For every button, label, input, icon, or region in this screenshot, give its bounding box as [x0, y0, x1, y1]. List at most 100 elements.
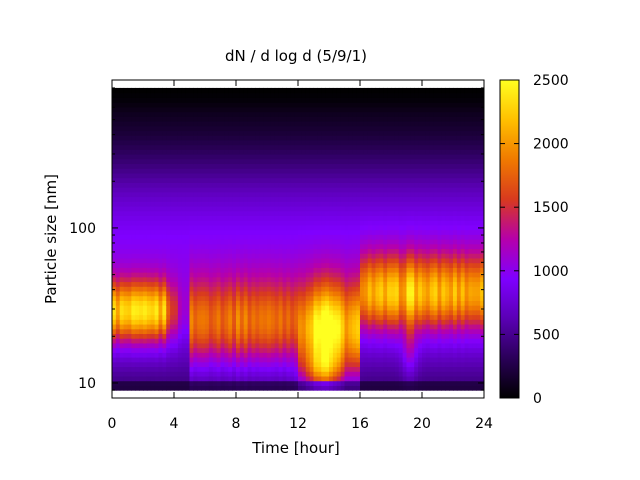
heatmap-cell — [174, 120, 179, 127]
heatmap-cell — [112, 309, 117, 316]
heatmap-cell — [224, 319, 229, 325]
heatmap-cell — [391, 314, 396, 320]
heatmap-cell — [325, 385, 330, 391]
heatmap-cell — [239, 357, 245, 363]
heatmap-cell — [402, 323, 408, 330]
heatmap-cell — [208, 380, 214, 386]
heatmap-cell — [143, 172, 148, 179]
heatmap-cell — [360, 139, 365, 146]
heatmap-cell — [406, 196, 411, 202]
heatmap-cell — [236, 201, 241, 207]
heatmap-cell — [220, 361, 225, 368]
heatmap-cell — [305, 357, 311, 363]
heatmap-cell — [243, 286, 249, 292]
heatmap-cell — [336, 205, 342, 212]
heatmap-cell — [255, 347, 260, 353]
heatmap-cell — [321, 125, 326, 132]
heatmap-cell — [363, 248, 369, 254]
heatmap-cell — [146, 352, 152, 358]
heatmap-cell — [301, 305, 307, 311]
heatmap-cell — [135, 130, 140, 136]
heatmap-cell — [228, 191, 233, 198]
heatmap-cell — [352, 135, 357, 141]
heatmap-cell — [239, 366, 245, 372]
heatmap-cell — [282, 300, 287, 306]
heatmap-cell — [344, 300, 349, 306]
heatmap-cell — [216, 97, 222, 103]
heatmap-cell — [414, 375, 419, 382]
heatmap-cell — [115, 380, 121, 386]
heatmap-cell — [274, 352, 280, 358]
heatmap-cell — [329, 149, 334, 155]
heatmap-cell — [391, 295, 396, 301]
heatmap-cell — [255, 309, 260, 316]
heatmap-cell — [325, 375, 330, 382]
heatmap-cell — [162, 220, 167, 226]
heatmap-cell — [379, 87, 384, 94]
heatmap-cell — [336, 149, 342, 155]
heatmap-cell — [298, 106, 303, 113]
heatmap-cell — [115, 215, 121, 221]
heatmap-cell — [255, 196, 260, 202]
heatmap-cell — [263, 139, 268, 146]
heatmap-cell — [336, 144, 342, 150]
heatmap-cell — [177, 347, 183, 353]
heatmap-cells — [112, 87, 484, 391]
heatmap-cell — [166, 220, 171, 226]
heatmap-cell — [402, 87, 408, 94]
heatmap-cell — [270, 286, 276, 292]
heatmap-cell — [197, 300, 202, 306]
heatmap-cell — [329, 361, 334, 368]
heatmap-cell — [247, 135, 253, 141]
heatmap-cell — [290, 196, 295, 202]
heatmap-cell — [193, 87, 198, 94]
heatmap-cell — [309, 154, 315, 160]
heatmap-cell — [115, 352, 121, 358]
heatmap-cell — [135, 314, 140, 320]
heatmap-cell — [205, 347, 210, 353]
heatmap-cell — [394, 286, 400, 292]
heatmap-cell — [371, 295, 377, 301]
heatmap-cell — [143, 342, 148, 349]
heatmap-cell — [119, 257, 125, 264]
heatmap-cell — [270, 106, 276, 113]
heatmap-cell — [154, 87, 160, 94]
heatmap-cell — [267, 380, 272, 386]
heatmap-cell — [154, 319, 160, 325]
heatmap-cell — [131, 106, 136, 113]
heatmap-cell — [251, 342, 256, 349]
heatmap-cell — [228, 314, 233, 320]
heatmap-cell — [383, 323, 388, 330]
heatmap-cell — [387, 177, 392, 183]
heatmap-cell — [391, 187, 396, 193]
heatmap-cell — [224, 309, 229, 316]
heatmap-cell — [290, 380, 295, 386]
heatmap-cell — [177, 262, 183, 268]
heatmap-cell — [177, 276, 183, 283]
heatmap-cell — [131, 92, 136, 98]
heatmap-cell — [131, 375, 136, 382]
heatmap-cell — [394, 201, 400, 207]
heatmap-cell — [309, 286, 315, 292]
heatmap-cell — [398, 290, 404, 297]
heatmap-cell — [348, 243, 353, 250]
heatmap-cell — [402, 125, 408, 132]
heatmap-cell — [243, 196, 249, 202]
heatmap-cell — [139, 120, 144, 127]
heatmap-cell — [282, 375, 287, 382]
heatmap-cell — [301, 125, 307, 132]
heatmap-cell — [119, 111, 125, 117]
heatmap-cell — [301, 215, 307, 221]
heatmap-cell — [332, 286, 338, 292]
heatmap-cell — [298, 234, 303, 240]
heatmap-cell — [170, 111, 175, 117]
heatmap-cell — [139, 163, 144, 169]
heatmap-cell — [251, 239, 256, 245]
heatmap-cell — [208, 210, 214, 216]
heatmap-cell — [282, 229, 287, 235]
heatmap-cell — [282, 380, 287, 386]
heatmap-cell — [313, 92, 318, 98]
heatmap-cell — [309, 243, 315, 250]
heatmap-cell — [162, 295, 167, 301]
heatmap-cell — [115, 87, 121, 94]
